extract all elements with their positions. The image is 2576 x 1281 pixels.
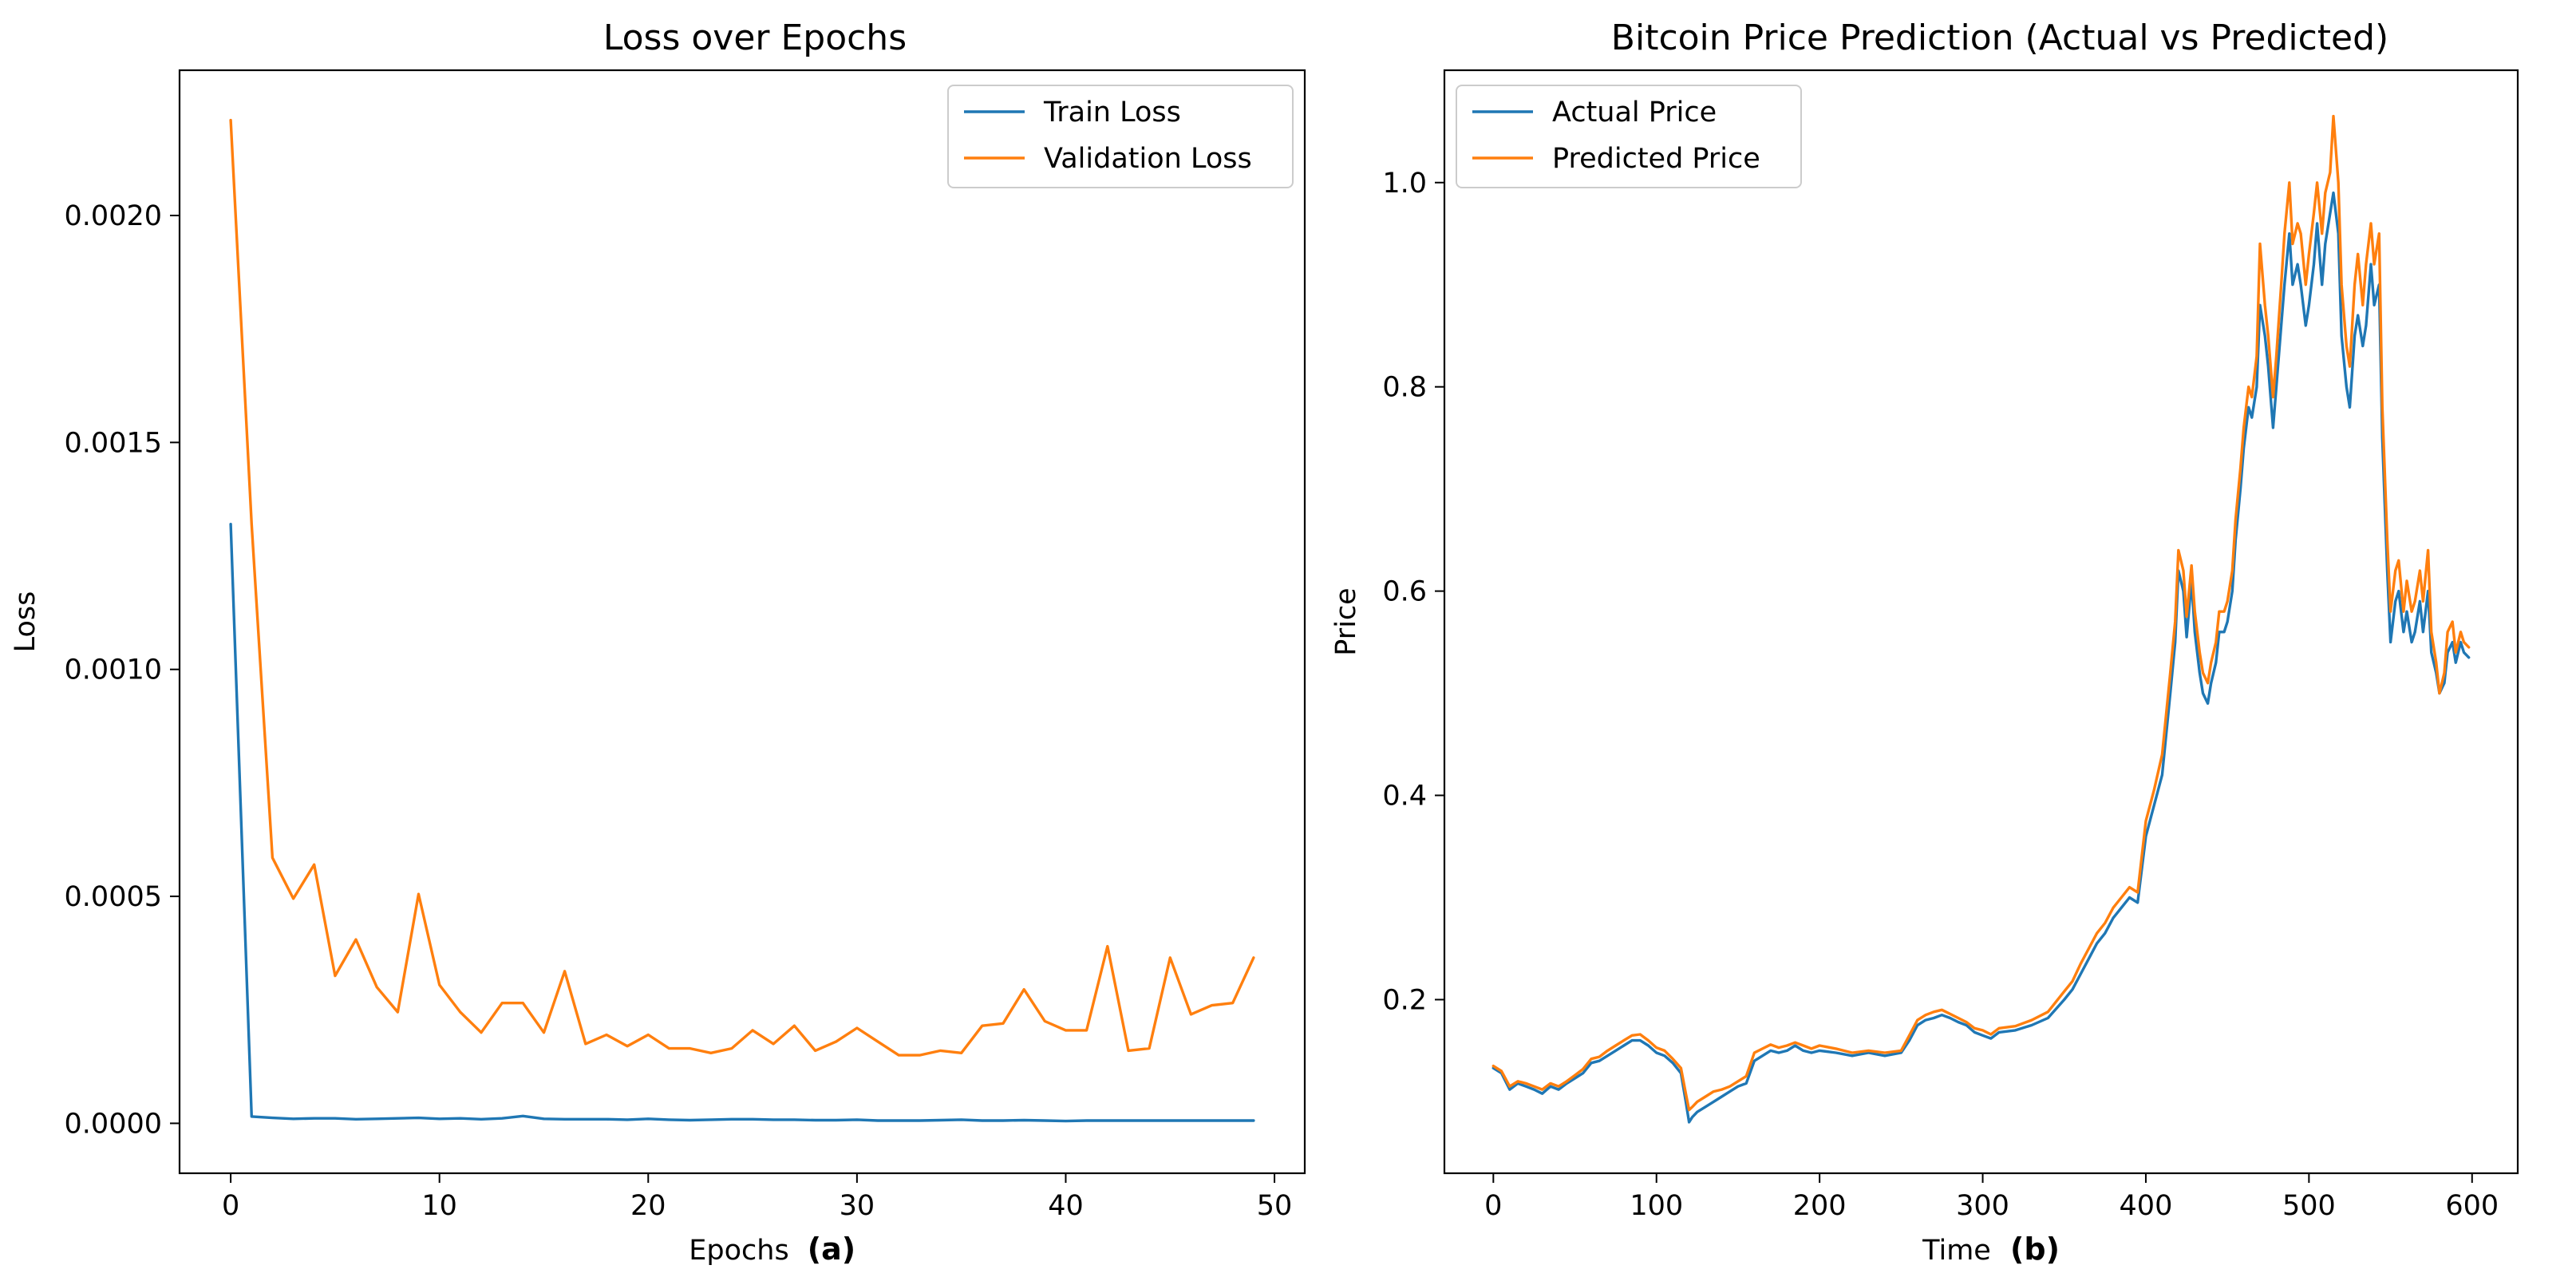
x-tick-label: 600: [2445, 1190, 2499, 1222]
price-y-axis-label: Price: [1330, 587, 1362, 655]
price-legend: Actual Price Predicted Price: [1456, 85, 1802, 188]
legend-label: Predicted Price: [1552, 143, 1760, 175]
series-line-loss-0: [229, 523, 1255, 1123]
y-tick-label: 0.8: [1382, 372, 1427, 404]
x-tick-label: 40: [1048, 1190, 1084, 1222]
x-tick-label: 50: [1257, 1190, 1293, 1222]
loss-chart-title: Loss over Epochs: [603, 18, 907, 58]
price-x-axis-label: Time: [1922, 1235, 1991, 1267]
series-line-price-1: [1491, 114, 2471, 1112]
x-tick-label: 0: [1484, 1190, 1502, 1222]
price-plot-area: [1443, 69, 2519, 1175]
x-tick-label: 400: [2120, 1190, 2173, 1222]
y-tick-label: 0.4: [1382, 781, 1427, 812]
loss-plot-area: [178, 69, 1306, 1175]
legend-box: [947, 85, 1294, 188]
x-tick-label: 100: [1630, 1190, 1683, 1222]
y-tick-label: 0.0000: [65, 1108, 162, 1140]
loss-legend: Train Loss Validation Loss: [947, 85, 1294, 188]
y-tick-label: 1.0: [1382, 168, 1427, 200]
x-tick-label: 200: [1793, 1190, 1847, 1222]
y-tick-label: 0.0010: [65, 654, 162, 686]
panel-label-b: (b): [2010, 1232, 2060, 1267]
series-line-price-0: [1491, 191, 2471, 1124]
price-chart: Bitcoin Price Prediction (Actual vs Pred…: [1330, 18, 2519, 1267]
loss-chart: Loss over Epochs 0 10 20 30 40 50 0.0000 0.0005…: [10, 18, 1306, 1267]
x-tick-label: 0: [222, 1190, 239, 1222]
legend-label: Actual Price: [1552, 97, 1717, 128]
panel-label-a: (a): [808, 1232, 855, 1267]
x-tick-label: 30: [840, 1190, 875, 1222]
series-line-loss-1: [229, 118, 1255, 1057]
y-tick-label: 0.2: [1382, 984, 1427, 1016]
y-tick-label: 0.0020: [65, 200, 162, 232]
y-tick-label: 0.0005: [65, 881, 162, 913]
y-tick-label: 0.0015: [65, 427, 162, 459]
x-tick-label: 500: [2282, 1190, 2336, 1222]
loss-x-axis-label: Epochs: [689, 1235, 788, 1267]
y-tick-label: 0.6: [1382, 576, 1427, 608]
legend-box: [1456, 85, 1802, 188]
x-tick-label: 20: [630, 1190, 666, 1222]
loss-y-axis-label: Loss: [10, 591, 41, 653]
x-tick-label: 300: [1956, 1190, 2009, 1222]
x-tick-label: 10: [421, 1190, 457, 1222]
legend-label: Validation Loss: [1044, 143, 1252, 175]
legend-label: Train Loss: [1043, 97, 1181, 128]
price-chart-title: Bitcoin Price Prediction (Actual vs Pred…: [1611, 18, 2388, 58]
